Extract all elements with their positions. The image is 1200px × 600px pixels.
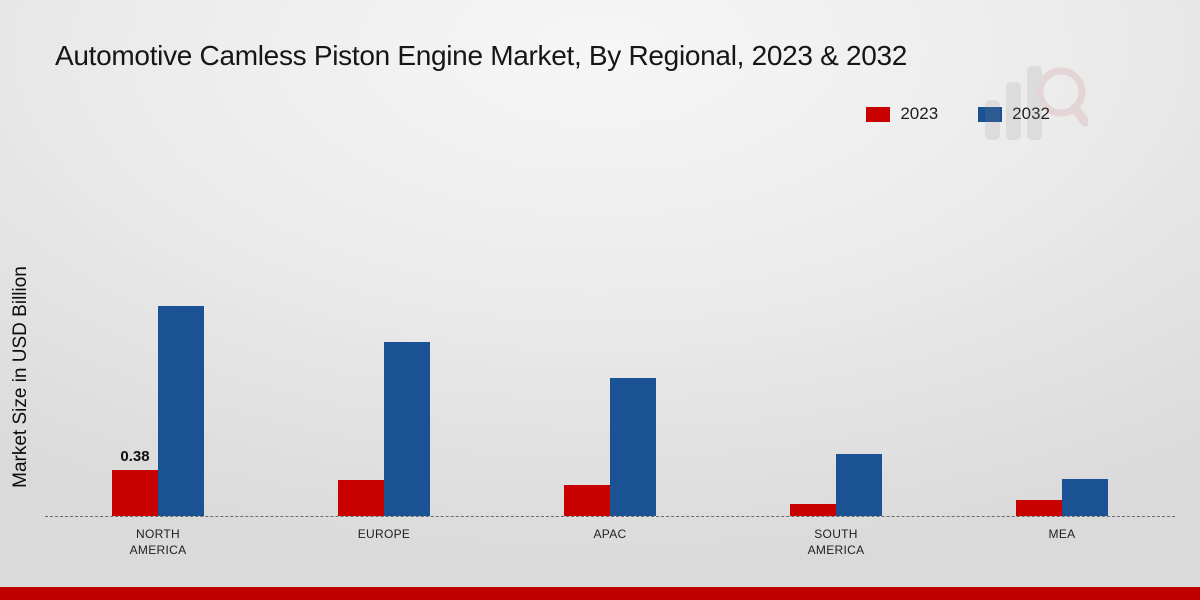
bar-group-south-america <box>723 285 949 516</box>
legend: 2023 2032 <box>866 104 1050 124</box>
y-axis-label: Market Size in USD Billion <box>10 266 31 488</box>
bar-2032-mea <box>1062 479 1108 516</box>
category-axis: NORTH AMERICA EUROPE APAC SOUTH AMERICA MEA <box>45 526 1175 558</box>
bar-group-apac <box>497 285 723 516</box>
category-label: APAC <box>593 527 627 541</box>
footer-accent-bar <box>0 587 1200 600</box>
category-label: EUROPE <box>357 527 411 541</box>
bar-2032-south-america <box>836 454 882 516</box>
legend-label-2023: 2023 <box>900 104 939 123</box>
bar-2023-apac <box>564 485 610 516</box>
category-label: NORTH AMERICA <box>129 527 187 558</box>
plot-area: 0.38 <box>45 285 1175 517</box>
bar-2023-europe <box>338 480 384 516</box>
bar-2023-mea <box>1016 500 1062 516</box>
watermark-logo <box>983 62 1090 149</box>
bar-2032-north-america <box>158 306 204 516</box>
category-label: SOUTH AMERICA <box>807 527 865 558</box>
legend-swatch-2032 <box>978 106 1003 122</box>
bar-group-north-america: 0.38 <box>45 285 271 516</box>
bar-2032-europe <box>384 342 430 516</box>
bar-2023-north-america: 0.38 <box>112 448 158 516</box>
bar-value-label: 0.38 <box>120 448 150 465</box>
bar-2023-south-america <box>790 504 836 516</box>
category-label: MEA <box>1048 527 1076 541</box>
chart-title: Automotive Camless Piston Engine Market,… <box>55 40 908 71</box>
legend-label-2032: 2032 <box>1012 104 1050 124</box>
bar-group-europe <box>271 285 497 516</box>
bar-2032-apac <box>610 378 656 516</box>
chart-area: 0.38 NORTH AMERICA EUROPE APAC SOUTH AMERIC… <box>45 285 1175 557</box>
bar-chart-magnifier-icon <box>985 66 1090 140</box>
bar-group-mea <box>949 285 1175 516</box>
legend-item-2032: 2032 <box>978 104 1050 124</box>
legend-item-2023: 2023 <box>866 104 938 124</box>
legend-swatch-2023 <box>866 106 891 122</box>
